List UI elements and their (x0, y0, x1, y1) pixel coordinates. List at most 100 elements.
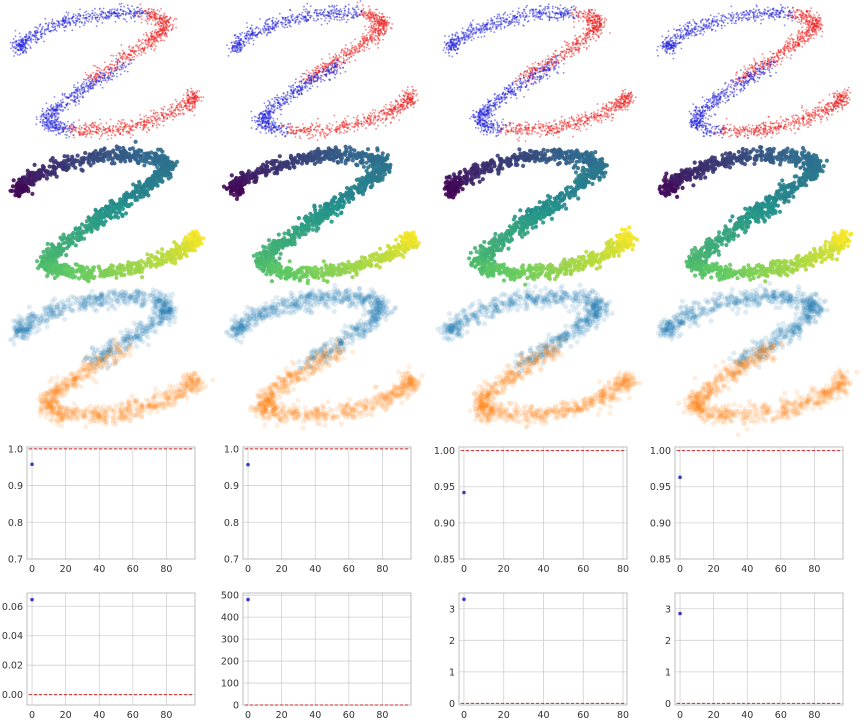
scatter-point (137, 123, 139, 125)
scatter-point (298, 23, 300, 25)
scatter-point (161, 112, 163, 114)
scatter-point (370, 119, 372, 121)
scatter-point (25, 52, 27, 54)
scatter-point (386, 115, 388, 117)
scatter-point (42, 119, 44, 121)
scatter-point (515, 80, 517, 82)
scatter-point (581, 40, 583, 42)
scatter-point (77, 13, 79, 15)
scatter-point (69, 93, 71, 95)
scatter-point (98, 131, 100, 133)
scatter-point (325, 127, 327, 129)
scatter-point (158, 32, 160, 34)
scatter-point (412, 98, 414, 100)
scatter-point (51, 123, 53, 125)
scatter-point (277, 26, 279, 28)
scatter-point (402, 107, 404, 109)
scatter-point (392, 113, 394, 115)
scatter-point (129, 125, 131, 127)
scatter-point (355, 12, 357, 14)
scatter-point (76, 88, 78, 90)
scatter-point (111, 60, 113, 62)
scatter-point (121, 13, 123, 15)
scatter-point (152, 19, 154, 21)
scatter-point (84, 12, 86, 14)
scatter-point (58, 133, 60, 135)
scatter-point (57, 105, 59, 107)
scatter-point (54, 96, 56, 98)
scatter-point (277, 99, 279, 101)
scatter-point (152, 126, 154, 128)
scatter-point (164, 116, 166, 118)
scatter-point (308, 71, 310, 73)
scatter-point (116, 73, 118, 75)
scatter-point (78, 103, 80, 105)
scatter-point (246, 26, 248, 28)
scatter-point (188, 101, 190, 103)
scatter-point (343, 52, 345, 54)
scatter-point (275, 21, 277, 23)
scatter-point (85, 124, 87, 126)
scatter-point (292, 84, 294, 86)
scatter-point (382, 109, 384, 111)
scatter-point (60, 24, 62, 26)
scatter-point (320, 64, 322, 66)
scatter-point (343, 7, 345, 9)
scatter-point (83, 81, 85, 83)
scatter-point (270, 105, 272, 107)
scatter-point (325, 17, 327, 19)
scatter-point (375, 20, 377, 22)
scatter-point (543, 12, 545, 14)
scatter-point (369, 112, 371, 114)
scatter-point (106, 18, 108, 20)
scatter-point (356, 117, 358, 119)
scatter-point (70, 96, 72, 98)
scatter-point (370, 13, 372, 15)
scatter-point (331, 130, 333, 132)
scatter-point (75, 127, 77, 129)
scatter-point (141, 7, 143, 9)
scatter-point (157, 112, 159, 114)
scatter-point (10, 48, 12, 50)
scatter-point (594, 9, 596, 11)
scatter-point (35, 123, 37, 125)
scatter-point (111, 134, 113, 136)
scatter-point (174, 116, 176, 118)
scatter-point (377, 15, 379, 17)
scatter-point (161, 114, 163, 116)
scatter-point (463, 32, 465, 34)
scatter-point (278, 129, 280, 131)
scatter-point (75, 104, 77, 106)
scatter-point (111, 137, 113, 139)
scatter-point (280, 98, 282, 100)
scatter-point (246, 35, 248, 37)
scatter-panel (10, 0, 204, 140)
scatter-point (160, 40, 162, 42)
scatter-point (64, 15, 66, 17)
scatter-point (313, 73, 315, 75)
scatter-point (284, 101, 286, 103)
scatter-point (26, 48, 28, 50)
scatter-point (49, 31, 51, 33)
scatter-point (104, 77, 106, 79)
scatter-point (276, 129, 278, 131)
scatter-point (300, 130, 302, 132)
scatter-point (342, 62, 344, 64)
scatter-point (329, 69, 331, 71)
scatter-point (91, 17, 93, 19)
scatter-point (294, 22, 296, 24)
scatter-point (74, 130, 76, 132)
scatter-point (345, 125, 347, 127)
scatter-point (345, 71, 347, 73)
scatter-point (86, 74, 88, 76)
scatter-point (114, 67, 116, 69)
scatter-point (148, 122, 150, 124)
scatter-point (347, 50, 349, 52)
scatter-point (250, 111, 252, 113)
scatter-point (143, 116, 145, 118)
scatter-point (154, 118, 156, 120)
scatter-point (383, 27, 385, 29)
scatter-point (92, 72, 94, 74)
scatter-point (329, 10, 331, 12)
scatter-point (93, 65, 95, 67)
